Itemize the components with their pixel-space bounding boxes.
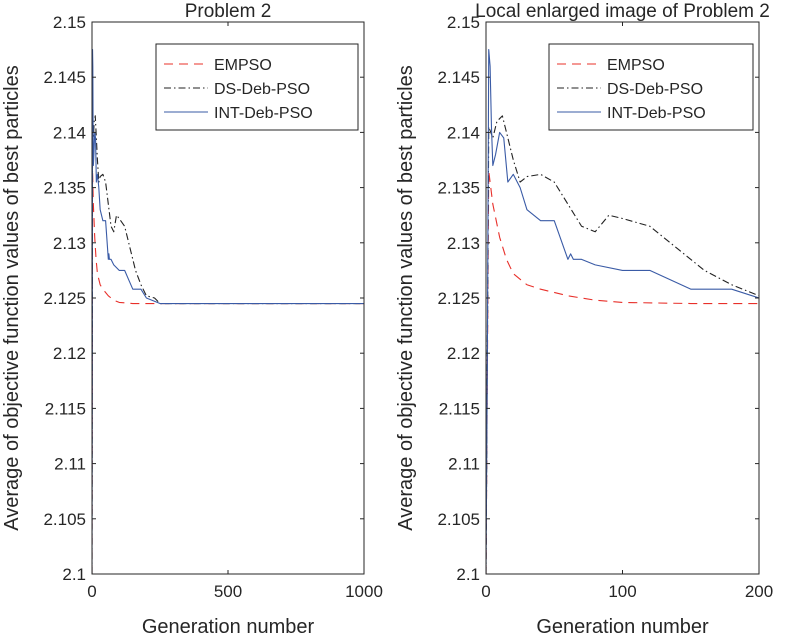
y-tick-label: 2.115 <box>439 399 480 418</box>
legend-entry: DS-Deb-PSO <box>214 81 310 98</box>
legend-entry: INT-Deb-PSO <box>607 105 706 122</box>
y-tick-label: 2.105 <box>43 510 86 529</box>
y-tick-label: 2.13 <box>447 234 480 253</box>
x-tick-label: 500 <box>214 582 242 601</box>
y-tick-label: 2.135 <box>43 179 86 198</box>
x-tick-label: 200 <box>745 582 773 601</box>
y-tick-label: 2.12 <box>53 344 86 363</box>
y-tick-label: 2.14 <box>447 123 480 142</box>
series-line-empso <box>486 170 759 574</box>
y-tick-label: 2.13 <box>53 234 86 253</box>
y-tick-label: 2.105 <box>437 510 480 529</box>
y-tick-label: 2.15 <box>447 13 480 32</box>
y-tick-label: 2.11 <box>54 455 86 474</box>
series-line-empso <box>92 170 364 574</box>
y-tick-label: 2.14 <box>53 123 86 142</box>
legend-box <box>548 43 754 131</box>
y-axis-label: Average of objective function values of … <box>395 65 417 530</box>
legend-entry: EMPSO <box>214 57 272 74</box>
legend-entry: EMPSO <box>607 57 665 74</box>
series-line-int-deb-pso <box>92 49 364 574</box>
series-line-ds-deb-pso <box>92 115 364 574</box>
series-line-int-deb-pso <box>486 49 759 574</box>
chart-panel-1: 2.1 2.105 2.11 2.115 2.12 2.125 2.13 2.135 2.14 2… <box>1 1 383 637</box>
series-line-ds-deb-pso <box>486 115 759 574</box>
legend-entry: DS-Deb-PSO <box>607 81 703 98</box>
legend: EMPSO DS-Deb-PSO INT-Deb-PSO <box>548 43 754 131</box>
legend: EMPSO DS-Deb-PSO INT-Deb-PSO <box>155 43 359 131</box>
y-tick-label: 2.125 <box>43 289 86 308</box>
legend-box <box>155 43 359 131</box>
x-axis-label: Generation number <box>536 616 709 637</box>
chart-title: Local enlarged image of Problem 2 <box>475 1 770 22</box>
x-tick-label: 1000 <box>345 582 383 601</box>
y-tick-label: 2.125 <box>437 289 480 308</box>
y-tick-label: 2.145 <box>43 68 86 87</box>
chart-panel-2: 2.1 2.105 2.11 2.115 2.12 2.125 2.13 2.135 2.14 2… <box>395 1 773 637</box>
y-axis-label: Average of objective function values of … <box>1 65 23 530</box>
x-tick-label: 0 <box>87 582 96 601</box>
x-tick-label: 100 <box>608 582 636 601</box>
y-tick-label: 2.12 <box>447 344 480 363</box>
y-tick-label: 2.1 <box>456 565 480 584</box>
chart-title: Problem 2 <box>185 1 272 22</box>
y-tick-label: 2.1 <box>62 565 86 584</box>
y-tick-label: 2.11 <box>448 455 480 474</box>
x-axis-label: Generation number <box>142 616 315 637</box>
y-tick-label: 2.15 <box>53 13 86 32</box>
legend-entry: INT-Deb-PSO <box>214 105 313 122</box>
y-tick-label: 2.115 <box>45 399 86 418</box>
y-tick-label: 2.135 <box>437 179 480 198</box>
x-tick-label: 0 <box>481 582 490 601</box>
y-tick-label: 2.145 <box>437 68 480 87</box>
